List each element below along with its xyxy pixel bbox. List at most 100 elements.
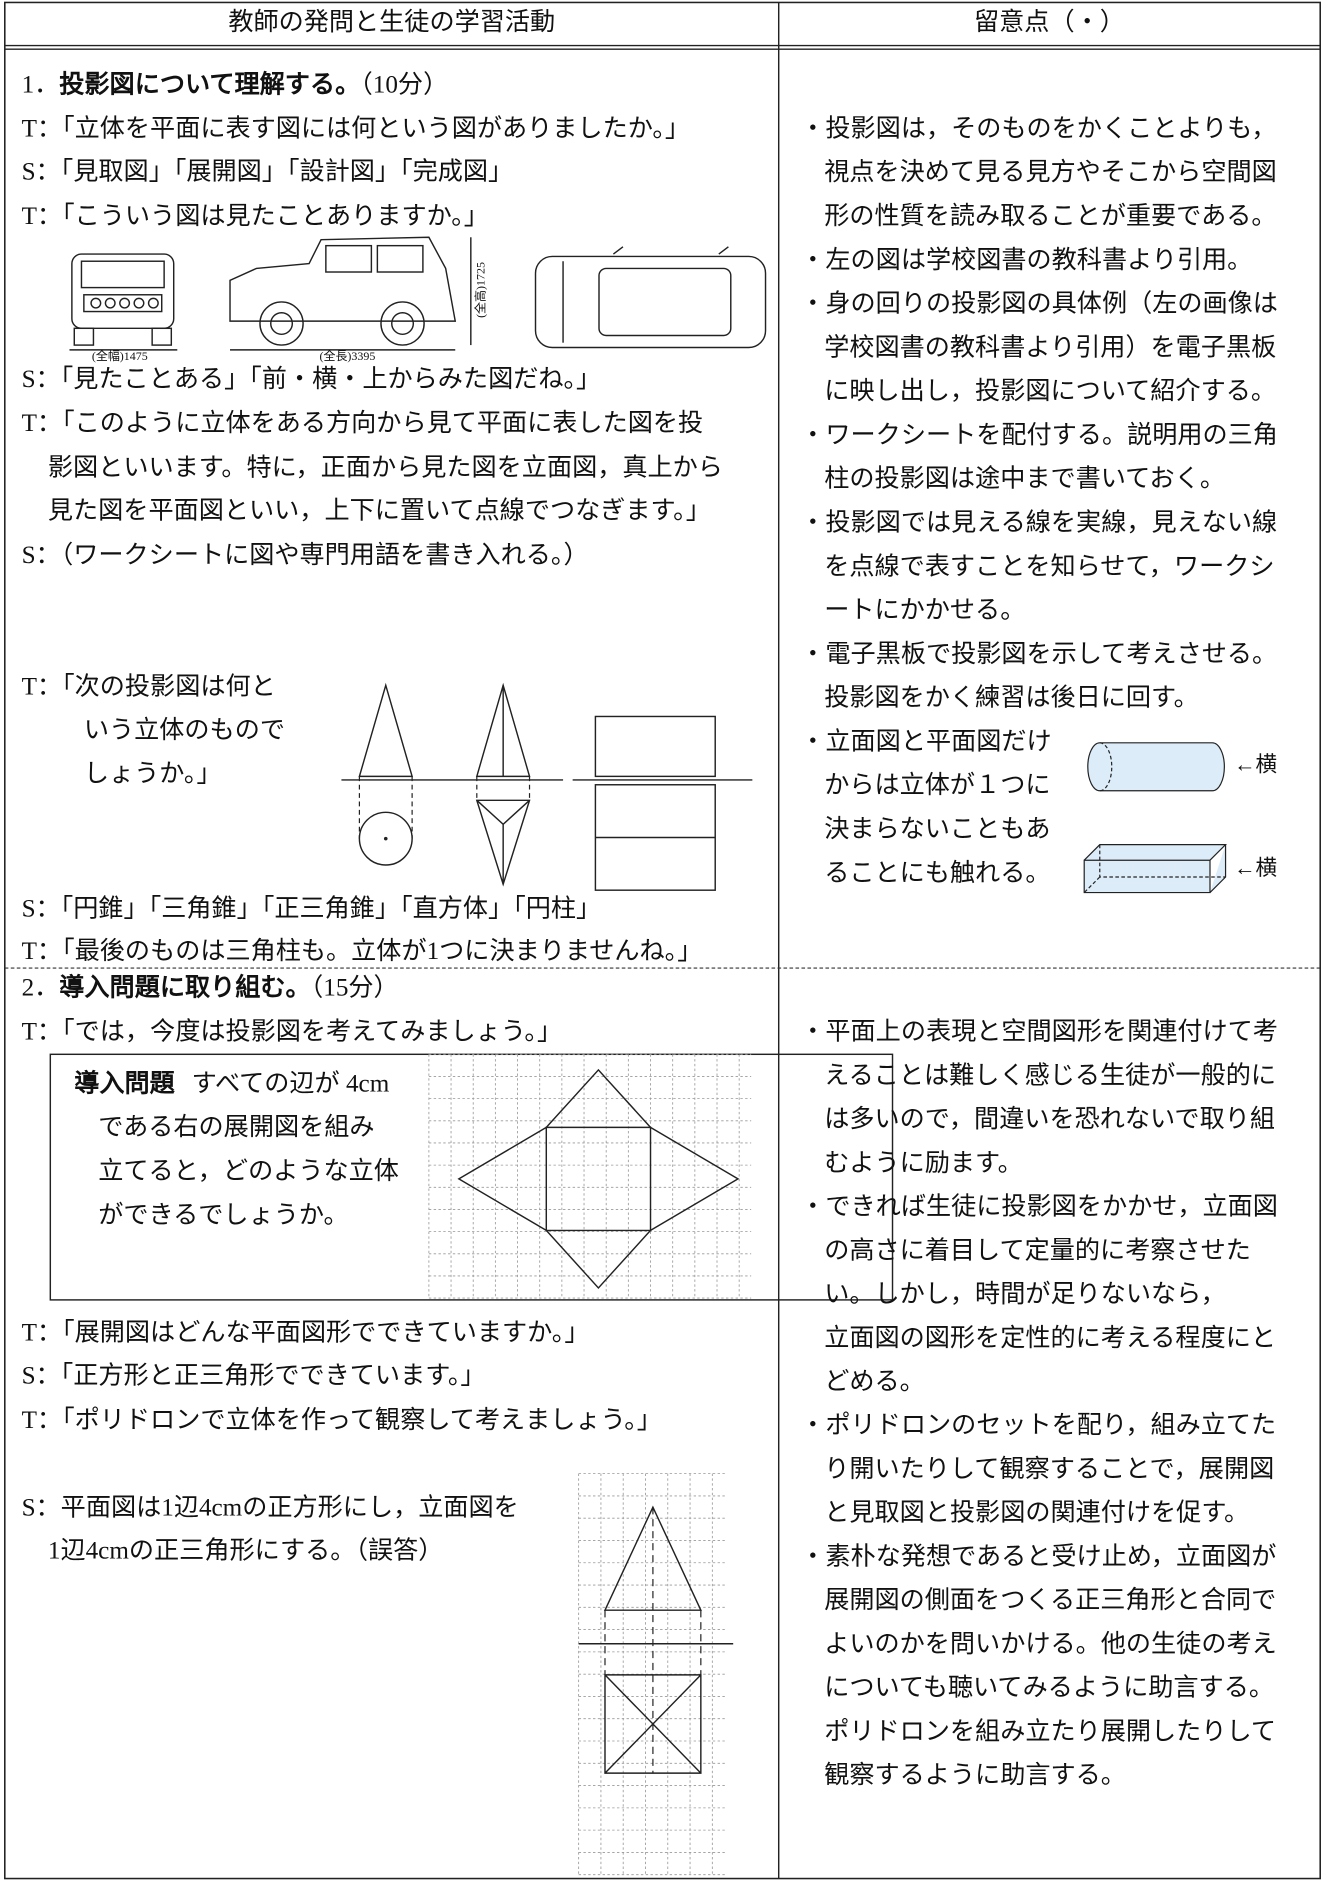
figure-shape bbox=[475, 799, 531, 887]
note-line: どめる。 bbox=[824, 1369, 925, 1396]
note-line: は多いので，間違いを恐れないで取り組 bbox=[824, 1105, 1275, 1133]
problem-text: すべての辺が 4cm bbox=[192, 1069, 390, 1097]
side-label: ←横 bbox=[1234, 753, 1277, 777]
note-line: と見取図と投影図の関連付けを促す。 bbox=[824, 1499, 1249, 1527]
note-line: 観察するように助言する。 bbox=[824, 1761, 1126, 1789]
figure-shape bbox=[476, 799, 531, 885]
question-line: T：「次の投影図は何と bbox=[22, 673, 276, 701]
figure-shape bbox=[270, 312, 294, 336]
note-line: についても聴いてみるように助言する。 bbox=[824, 1674, 1274, 1702]
figure-shape bbox=[457, 1068, 740, 1289]
note-line: ・身の回りの投影図の具体例（左の画像は bbox=[800, 290, 1278, 318]
figure-shape bbox=[358, 682, 414, 778]
activity-line: 影図といいます。特に，正面から見た図を立面図，真上から bbox=[48, 453, 723, 481]
note-line: 展開図の側面をつくる正三角形と合同で bbox=[824, 1586, 1276, 1614]
figure-shape bbox=[380, 301, 425, 346]
figure-shape bbox=[259, 301, 304, 346]
figure-shape bbox=[604, 1674, 702, 1774]
figure-shape bbox=[83, 294, 163, 313]
note-line: ・ワークシートを配付する。説明用の三角 bbox=[800, 421, 1278, 449]
dimension-label: (全長)3395 bbox=[319, 348, 375, 363]
section-number: 2． bbox=[22, 974, 60, 1001]
activity-line: T：「このように立体をある方向から見て平面に表した図を投 bbox=[22, 409, 704, 437]
figure-shape bbox=[383, 836, 388, 841]
note-line: 学校図書の教科書より引用）を電子黒板 bbox=[824, 333, 1276, 361]
question-line: いう立体のもので bbox=[84, 716, 285, 744]
note-line: よいのかを問いかける。他の生徒の考え bbox=[824, 1630, 1277, 1658]
figure-shape bbox=[534, 255, 767, 349]
note-line: い。しかし，時間が足りないなら， bbox=[824, 1280, 1226, 1308]
section-number: 1． bbox=[22, 71, 60, 98]
note-line: ることにも触れる。 bbox=[824, 859, 1050, 887]
figure-shape bbox=[598, 267, 732, 337]
figure-shape bbox=[147, 297, 159, 309]
figure-shape bbox=[73, 327, 95, 346]
figure-shape bbox=[90, 297, 102, 309]
note-line: ・投影図では見える線を実線，見えない線 bbox=[800, 508, 1277, 536]
dialogue-line: T：「ポリドロンで立体を作って観察して考えましょう。」 bbox=[22, 1406, 662, 1434]
note-line: を点線で表すことを知らせて，ワークシ bbox=[824, 552, 1274, 580]
problem-line: ができるでしょうか。 bbox=[98, 1201, 348, 1229]
note-line: むように励ます。 bbox=[824, 1149, 1023, 1177]
figure-shape bbox=[1083, 844, 1226, 894]
note-line: ポリドロンを組み立たり展開したりして bbox=[824, 1717, 1276, 1745]
note-line: 決まらないこともあ bbox=[824, 815, 1050, 843]
dimension-label: (全高)1725 bbox=[472, 262, 487, 318]
note-line: ートにかかせる。 bbox=[824, 597, 1025, 624]
column-header: 留意点（・） bbox=[974, 8, 1125, 36]
figure-shape bbox=[133, 297, 145, 309]
projection-figures bbox=[341, 682, 1228, 894]
problem-line: 立てると，どのような立体 bbox=[98, 1157, 399, 1185]
activity-line: S：（ワークシートに図や専門用語を書き入れる。） bbox=[22, 541, 589, 569]
note-line: えることは難しく感じる生徒が一般的に bbox=[824, 1061, 1276, 1089]
note-line: 形の性質を読み取ることが重要である。 bbox=[824, 202, 1276, 230]
figure-shape bbox=[1083, 844, 1228, 894]
table-frame bbox=[4, 1, 1321, 1880]
section-heading: 1．投影図について理解する。（10分） bbox=[22, 69, 449, 98]
figure-shape bbox=[594, 715, 716, 778]
problem-line: 導入問題 すべての辺が 4cm bbox=[74, 1068, 389, 1097]
note-line: 投影図をかく練習は後日に回す。 bbox=[824, 684, 1199, 712]
activity-line: S：「見たことある」「前・横・上からみた図だね。」 bbox=[22, 365, 602, 393]
side-label: ←横 bbox=[1234, 856, 1277, 880]
figure-shape bbox=[376, 244, 424, 273]
note-line: 視点を決めて見る見方やそこから空間図 bbox=[824, 158, 1277, 186]
column-header: 教師の発問と生徒の学習活動 bbox=[228, 8, 555, 36]
dialogue-line: S：「正方形と正三角形でできています。」 bbox=[22, 1362, 486, 1390]
figure-shape bbox=[612, 246, 729, 255]
section-time: （10分） bbox=[360, 70, 448, 98]
note-line: ・左の図は学校図書の教科書より引用。 bbox=[800, 246, 1252, 274]
dialogue-line: 1辺4cmの正三角形にする。（誤答） bbox=[48, 1536, 444, 1564]
activity-line: 見た図を平面図といい，上下に置いて点線でつなぎます。」 bbox=[48, 497, 711, 525]
figure-shape bbox=[80, 260, 165, 289]
figure-shape bbox=[119, 297, 131, 309]
figure-shape bbox=[229, 236, 457, 322]
activity-line: S：「見取図」「展開図」「設計図」「完成図」 bbox=[22, 158, 514, 186]
note-line: ・立面図と平面図だけ bbox=[800, 727, 1051, 755]
section-time: （15分） bbox=[311, 973, 399, 1001]
problem-label: 導入問題 bbox=[74, 1068, 175, 1097]
note-line: ・投影図は，そのものをかくことよりも， bbox=[800, 114, 1276, 142]
figure-shape bbox=[49, 1053, 894, 1301]
dialogue-line: T：「展開図はどんな平面図形でできていますか。」 bbox=[22, 1318, 590, 1346]
note-line: からは立体が１つに bbox=[824, 771, 1050, 799]
note-line: ・ポリドロンのセットを配り，組み立てた bbox=[800, 1411, 1276, 1439]
note-line: ・平面上の表現と空間図形を関連付けて考 bbox=[800, 1018, 1278, 1046]
note-line: 柱の投影図は途中まで書いておく。 bbox=[824, 465, 1225, 493]
problem-line: である右の展開図を組み bbox=[98, 1113, 374, 1141]
note-line: ・できれば生徒に投影図をかかせ，立面図 bbox=[800, 1193, 1278, 1221]
figure-shape bbox=[1087, 742, 1225, 792]
note-line: り開いたりして観察することで，展開図 bbox=[824, 1455, 1274, 1483]
dimension-label: (全幅)1475 bbox=[92, 348, 148, 363]
figure-shape bbox=[325, 244, 373, 273]
figure-shape bbox=[104, 297, 116, 309]
note-line: ・素朴な発想であると受け止め，立面図が bbox=[800, 1542, 1276, 1570]
section-title: 導入問題に取り組む。 bbox=[59, 972, 310, 1001]
car-drawing bbox=[69, 236, 767, 351]
note-line: ・電子黒板で投影図を示して考えさせる。 bbox=[800, 640, 1277, 668]
dialogue-line: S：平面図は1辺4cmの正方形にし，立面図を bbox=[22, 1493, 519, 1521]
activity-line: T：「こういう図は見たことありますか。」 bbox=[22, 202, 489, 230]
section-heading: 2．導入問題に取り組む。（15分） bbox=[22, 972, 399, 1001]
